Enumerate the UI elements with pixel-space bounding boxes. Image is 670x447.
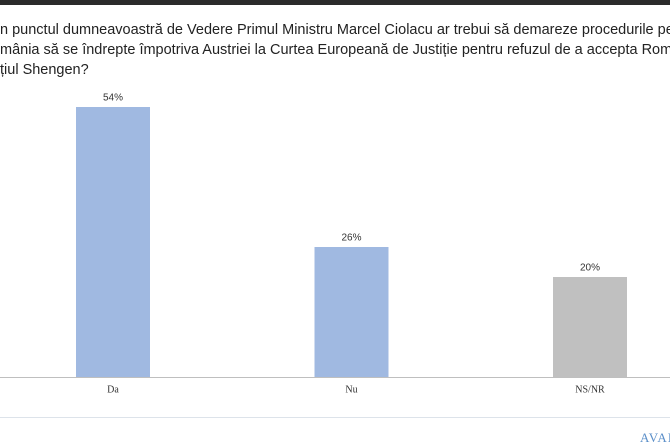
top-bar xyxy=(0,0,670,5)
x-tick-label: Da xyxy=(107,384,119,395)
value-label: 54% xyxy=(103,93,123,104)
watermark: AVAN xyxy=(640,430,670,445)
chart-title: mânia să se îndrepte împotriva Austriei … xyxy=(0,42,670,58)
chart-title: n punctul dumneavoastră de Vedere Primul… xyxy=(0,22,670,38)
bar xyxy=(76,107,150,377)
bar xyxy=(314,247,389,377)
x-tick-label: NS/NR xyxy=(575,384,605,395)
value-label: 26% xyxy=(341,233,361,244)
value-label: 20% xyxy=(580,263,600,274)
x-tick-label: Nu xyxy=(345,384,357,395)
chart-title: țiul Shengen? xyxy=(0,62,89,78)
bar xyxy=(553,277,627,377)
